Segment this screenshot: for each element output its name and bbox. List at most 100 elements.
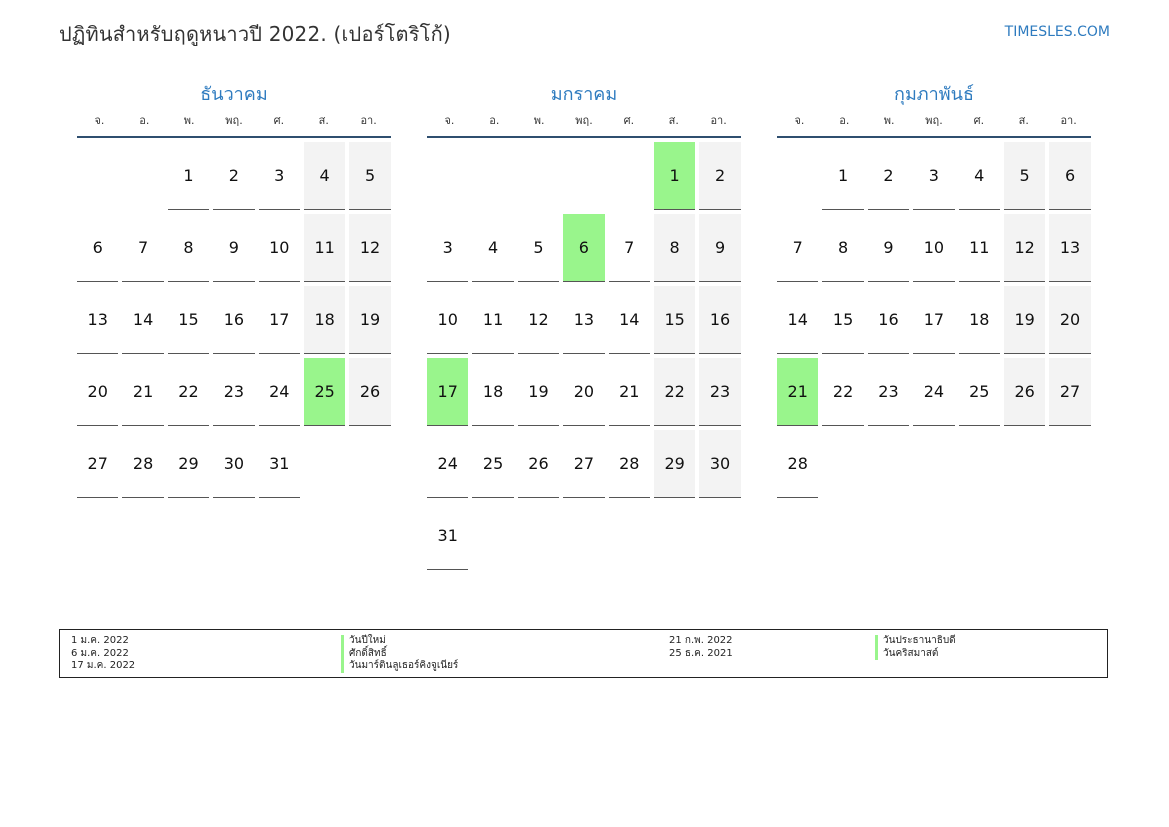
day-cell: 20: [563, 358, 605, 426]
month-december: ธันวาคม จ. อ. พ. พฤ. ศ. ส. อา. 1 2 3 4 5 6 7 8 9 10 11 12…: [77, 82, 391, 498]
weekday-label: พ.: [533, 114, 545, 127]
day-cell: 2: [867, 142, 910, 210]
month-name: กุมภาพันธ์: [894, 84, 974, 105]
day-cell: 29: [653, 430, 696, 498]
day-cell: 6: [1049, 142, 1091, 210]
day-cell: 21: [608, 358, 650, 426]
holiday-day-cell: 25: [303, 358, 346, 426]
month-name: ธันวาคม: [200, 84, 268, 105]
day-cell: 5: [1003, 142, 1046, 210]
empty-cell: [122, 142, 163, 210]
weekday-label: ศ.: [973, 114, 985, 127]
day-cell: 19: [517, 358, 560, 426]
day-cell: 7: [777, 214, 819, 282]
weekday-label: อา.: [1060, 114, 1077, 127]
weekday-label: ส.: [668, 114, 679, 127]
day-cell: 31: [258, 430, 300, 498]
day-cell: 22: [653, 358, 696, 426]
day-cell: 16: [867, 286, 910, 354]
day-cell: 16: [213, 286, 255, 354]
day-cell: 23: [699, 358, 741, 426]
day-cell: 19: [349, 286, 391, 354]
empty-cell: [563, 142, 604, 210]
day-cell: 20: [1049, 286, 1091, 354]
day-cell: 17: [913, 286, 955, 354]
month-name: มกราคม: [550, 84, 618, 105]
day-cell: 7: [608, 214, 650, 282]
legend-right-dates: 21 ก.พ. 2022 25 ธ.ค. 2021: [669, 635, 733, 660]
weekday-header: จ. อ. พ. พฤ. ศ. ส. อา.: [77, 112, 391, 138]
weekday-label: อา.: [360, 114, 377, 127]
day-cell: 18: [303, 286, 346, 354]
day-cell: 23: [867, 358, 910, 426]
day-cell: 1: [167, 142, 210, 210]
day-cell: 10: [913, 214, 955, 282]
weekday-label: อ.: [139, 114, 150, 127]
day-cell: 9: [699, 214, 741, 282]
weekday-label: พฤ.: [225, 114, 243, 127]
legend-date: 25 ธ.ค. 2021: [669, 647, 733, 659]
day-cell: 5: [517, 214, 560, 282]
month-february: กุมภาพันธ์ จ. อ. พ. พฤ. ศ. ส. อา. 1 2 3 4 5 6 7 8 9 10 1…: [777, 82, 1091, 498]
day-cell: 14: [122, 286, 164, 354]
day-cell: 28: [122, 430, 164, 498]
day-cell: 12: [517, 286, 560, 354]
day-cell: 26: [517, 430, 560, 498]
day-cell: 1: [822, 142, 864, 210]
day-cell: 6: [77, 214, 119, 282]
day-cell: 15: [653, 286, 696, 354]
day-cell: 22: [167, 358, 210, 426]
empty-cell: [472, 142, 513, 210]
day-cell: 24: [427, 430, 469, 498]
day-cell: 13: [1049, 214, 1091, 282]
day-cell: 23: [213, 358, 255, 426]
weekday-header: จ. อ. พ. พฤ. ศ. ส. อา.: [427, 112, 741, 138]
day-cell: 18: [958, 286, 1000, 354]
weekday-label: อ.: [839, 114, 850, 127]
day-cell: 12: [349, 214, 391, 282]
day-cell: 19: [1003, 286, 1046, 354]
day-cell: 20: [77, 358, 119, 426]
weekday-label: พฤ.: [925, 114, 943, 127]
day-cell: 2: [699, 142, 741, 210]
empty-cell: [77, 142, 118, 210]
empty-cell: [609, 142, 650, 210]
day-cell: 10: [258, 214, 300, 282]
page-title: ปฏิทินสำหรับฤดูหนาวปี 2022. (เปอร์โตริโก…: [59, 22, 451, 46]
holiday-day-cell: 21: [777, 358, 819, 426]
day-cell: 22: [822, 358, 864, 426]
day-cell: 16: [699, 286, 741, 354]
day-cell: 9: [867, 214, 910, 282]
weekday-label: พ.: [883, 114, 895, 127]
day-cell: 14: [608, 286, 650, 354]
day-cell: 24: [258, 358, 300, 426]
day-cell: 9: [213, 214, 255, 282]
empty-cell: [518, 142, 559, 210]
day-cell: 7: [122, 214, 164, 282]
day-cell: 14: [777, 286, 819, 354]
weekday-label: อ.: [489, 114, 500, 127]
legend-holiday-name: ศักดิ์สิทธิ์: [341, 647, 458, 660]
site-link[interactable]: TIMESLES.COM: [1004, 24, 1110, 40]
legend-left-dates: 1 ม.ค. 2022 6 ม.ค. 2022 17 ม.ค. 2022: [71, 635, 135, 673]
day-cell: 10: [427, 286, 469, 354]
weekday-header: จ. อ. พ. พฤ. ศ. ส. อา.: [777, 112, 1091, 138]
legend-holiday-name: วันมาร์ตินลูเธอร์คิงจูเนียร์: [341, 660, 458, 673]
day-cell: 30: [213, 430, 255, 498]
day-cell: 13: [563, 286, 605, 354]
day-cell: 8: [167, 214, 210, 282]
weekday-label: พฤ.: [575, 114, 593, 127]
day-cell: 15: [167, 286, 210, 354]
day-cell: 8: [653, 214, 696, 282]
legend-holiday-name: วันประธานาธิบดี: [875, 635, 956, 648]
day-cell: 11: [303, 214, 346, 282]
day-cell: 8: [822, 214, 864, 282]
day-cell: 4: [303, 142, 346, 210]
day-cell: 17: [258, 286, 300, 354]
day-cell: 11: [958, 214, 1000, 282]
weekday-label: จ.: [794, 114, 805, 127]
day-cell: 5: [349, 142, 391, 210]
weekday-label: ศ.: [623, 114, 635, 127]
holiday-day-cell: 17: [427, 358, 469, 426]
weekday-label: ส.: [1018, 114, 1029, 127]
